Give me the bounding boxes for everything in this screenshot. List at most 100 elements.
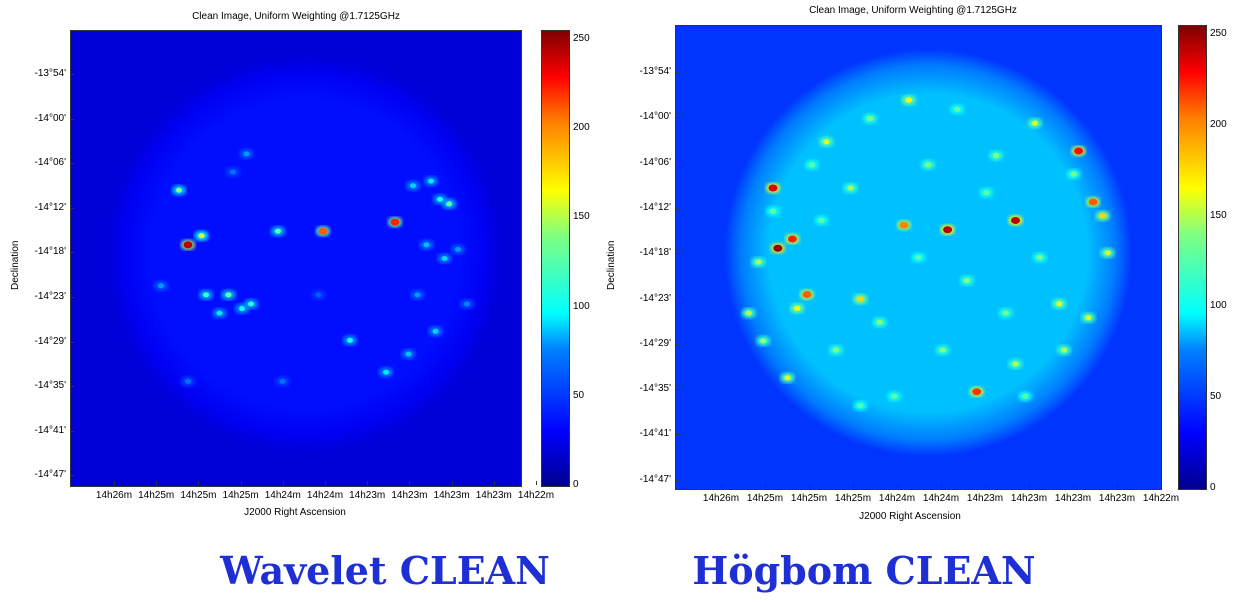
source-point [755,259,762,265]
x-tick-mark [985,484,986,488]
colorbar-tick-label: 250 [573,32,590,44]
source-point [1022,393,1029,399]
source-point [939,347,946,353]
source-point [446,201,452,207]
x-tick-label: 14h23m [1010,493,1048,504]
x-tick-mark [536,481,537,485]
source-point [225,292,232,298]
y-tick-label: -14°00' [639,111,671,123]
source-point [867,116,873,122]
y-tick-mark [675,298,679,300]
x-tick-label: 14h23m [475,490,512,501]
x-tick-label: 14h25m [790,493,828,504]
heatmap-image [676,26,1161,489]
source-point [390,218,400,226]
source-point [428,178,434,184]
y-tick-mark [675,253,679,255]
primary-beam-disk [724,49,1132,457]
x-tick-mark [765,484,766,488]
source-point [248,301,254,307]
source-point [405,351,412,357]
source-point [857,296,864,302]
y-tick-label: -14°06' [34,157,66,169]
x-tick-mark [198,481,200,485]
x-tick-label: 14h25m [138,490,175,501]
y-tick-label: -14°41' [34,424,66,436]
colorbar-tick-label: 200 [1210,118,1227,130]
source-point [185,378,191,384]
colorbar-tick-label: 0 [573,479,579,490]
x-tick-label: 14h26m [95,490,133,501]
source-point [455,246,461,252]
source-point [318,227,328,235]
source-point [745,310,752,316]
x-tick-mark [493,481,495,485]
x-tick-mark [1161,484,1162,488]
source-point [275,228,281,234]
source-point [410,183,416,189]
source-point [1074,147,1084,155]
source-point [794,305,801,311]
source-point [760,338,767,344]
source-point [198,233,205,239]
source-point [768,184,778,192]
y-tick-mark [675,434,679,436]
x-tick-label: 14h25m [834,493,872,504]
source-point [770,208,776,214]
source-point [818,217,825,223]
x-tick-label: 14h25m [746,493,784,504]
source-point [216,310,223,316]
x-tick-label: 14h22m [1142,493,1180,504]
colorbar [541,30,570,487]
source-point [432,328,439,334]
x-tick-mark [325,481,326,485]
x-tick-label: 14h24m [306,490,344,501]
x-tick-mark [1029,484,1030,488]
x-tick-label: 14h23m [1098,493,1136,504]
source-point [464,301,470,307]
x-tick-mark [809,484,810,488]
colorbar-tick-label: 200 [573,122,590,134]
x-tick-label: 14h24m [922,493,960,504]
x-tick-label: 14h23m [966,493,1004,504]
source-point [1002,310,1009,316]
y-tick-label: -14°47' [34,469,66,481]
x-tick-mark [409,481,411,485]
y-tick-mark [70,475,74,477]
y-tick-mark [675,72,679,73]
y-tick-mark [70,430,74,432]
caption-hogbom: Högbom CLEAN [692,548,1036,593]
y-tick-mark [70,386,74,388]
y-tick-label: -13°54' [34,68,66,79]
y-tick-mark [70,163,74,165]
source-point [983,190,990,196]
source-point [1088,198,1098,206]
source-point [925,162,932,168]
y-tick-label: -14°47' [639,473,671,485]
y-axis-label: Declination [606,240,617,290]
caption-wavelet: Wavelet CLEAN [220,548,550,593]
y-tick-mark [70,341,74,343]
y-tick-mark [675,389,679,391]
source-point [993,153,1000,159]
source-point [423,242,430,248]
x-tick-label: 14h24m [878,493,916,504]
x-tick-mark [1117,484,1118,488]
source-point [784,375,791,381]
x-tick-label: 14h25m [180,490,217,501]
x-tick-mark [721,484,722,488]
y-tick-label: -14°29' [639,337,671,349]
source-point [1012,361,1019,367]
source-point [954,106,961,112]
y-tick-label: -14°06' [639,156,671,168]
x-tick-mark [282,481,284,485]
y-tick-mark [70,297,74,298]
source-point [347,337,353,343]
heatmap-plot [675,25,1162,490]
source-point [808,162,815,168]
source-point [1056,301,1063,307]
colorbar-tick-label: 50 [573,389,585,401]
source-point [891,393,898,399]
source-point [315,292,322,298]
source-point [1011,216,1020,224]
